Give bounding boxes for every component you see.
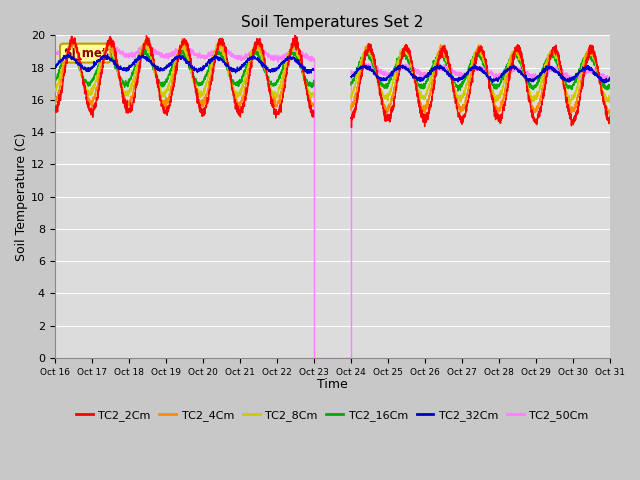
Line: TC2_16Cm: TC2_16Cm — [54, 49, 610, 91]
TC2_32Cm — [51, 63, 58, 69]
TC2_50Cm — [595, 72, 603, 77]
TC2_50Cm — [114, 47, 122, 52]
TC2_2Cm — [114, 67, 122, 72]
TC2_8Cm — [51, 87, 58, 93]
TC2_8Cm — [147, 54, 155, 60]
TC2_4Cm — [288, 45, 296, 51]
TC2_4Cm — [51, 99, 58, 105]
Title: Soil Temperatures Set 2: Soil Temperatures Set 2 — [241, 15, 424, 30]
TC2_16Cm — [595, 72, 603, 78]
TC2_32Cm — [536, 72, 543, 77]
TC2_2Cm — [147, 48, 155, 54]
TC2_2Cm — [536, 111, 543, 117]
Line: TC2_4Cm: TC2_4Cm — [54, 39, 610, 115]
TC2_16Cm — [51, 75, 58, 81]
TC2_8Cm — [264, 77, 271, 83]
Line: TC2_32Cm: TC2_32Cm — [54, 54, 610, 83]
TC2_4Cm — [595, 75, 603, 81]
TC2_50Cm — [536, 74, 543, 80]
TC2_8Cm — [114, 68, 122, 73]
TC2_32Cm — [288, 57, 296, 62]
TC2_4Cm — [264, 79, 271, 85]
TC2_8Cm — [595, 78, 603, 84]
TC2_16Cm — [114, 69, 122, 75]
TC2_32Cm — [606, 78, 614, 84]
TC2_16Cm — [264, 74, 271, 80]
Line: TC2_2Cm: TC2_2Cm — [54, 35, 610, 127]
Y-axis label: Soil Temperature (C): Soil Temperature (C) — [15, 132, 28, 261]
TC2_2Cm — [606, 113, 614, 119]
Legend: TC2_2Cm, TC2_4Cm, TC2_8Cm, TC2_16Cm, TC2_32Cm, TC2_50Cm: TC2_2Cm, TC2_4Cm, TC2_8Cm, TC2_16Cm, TC2… — [72, 406, 593, 425]
TC2_32Cm — [114, 63, 122, 69]
TC2_32Cm — [264, 64, 271, 70]
TC2_16Cm — [288, 51, 296, 57]
TC2_16Cm — [606, 84, 614, 90]
TC2_2Cm — [288, 45, 296, 51]
TC2_50Cm — [264, 51, 271, 57]
Line: TC2_8Cm: TC2_8Cm — [54, 42, 610, 104]
TC2_50Cm — [51, 49, 58, 55]
TC2_8Cm — [288, 45, 296, 50]
TC2_50Cm — [147, 42, 155, 48]
TC2_2Cm — [264, 78, 271, 84]
TC2_4Cm — [606, 108, 614, 113]
Line: TC2_50Cm: TC2_50Cm — [54, 43, 610, 81]
Text: SI_met: SI_met — [63, 47, 108, 60]
TC2_32Cm — [147, 58, 155, 63]
TC2_32Cm — [595, 74, 603, 80]
TC2_8Cm — [606, 97, 614, 103]
TC2_4Cm — [536, 101, 543, 107]
TC2_16Cm — [536, 78, 543, 84]
TC2_16Cm — [147, 60, 155, 66]
TC2_50Cm — [606, 76, 614, 82]
TC2_2Cm — [51, 109, 58, 115]
TC2_4Cm — [147, 47, 155, 52]
TC2_8Cm — [536, 86, 543, 92]
TC2_50Cm — [288, 49, 296, 55]
X-axis label: Time: Time — [317, 378, 348, 391]
TC2_2Cm — [595, 76, 603, 82]
TC2_4Cm — [114, 69, 122, 75]
